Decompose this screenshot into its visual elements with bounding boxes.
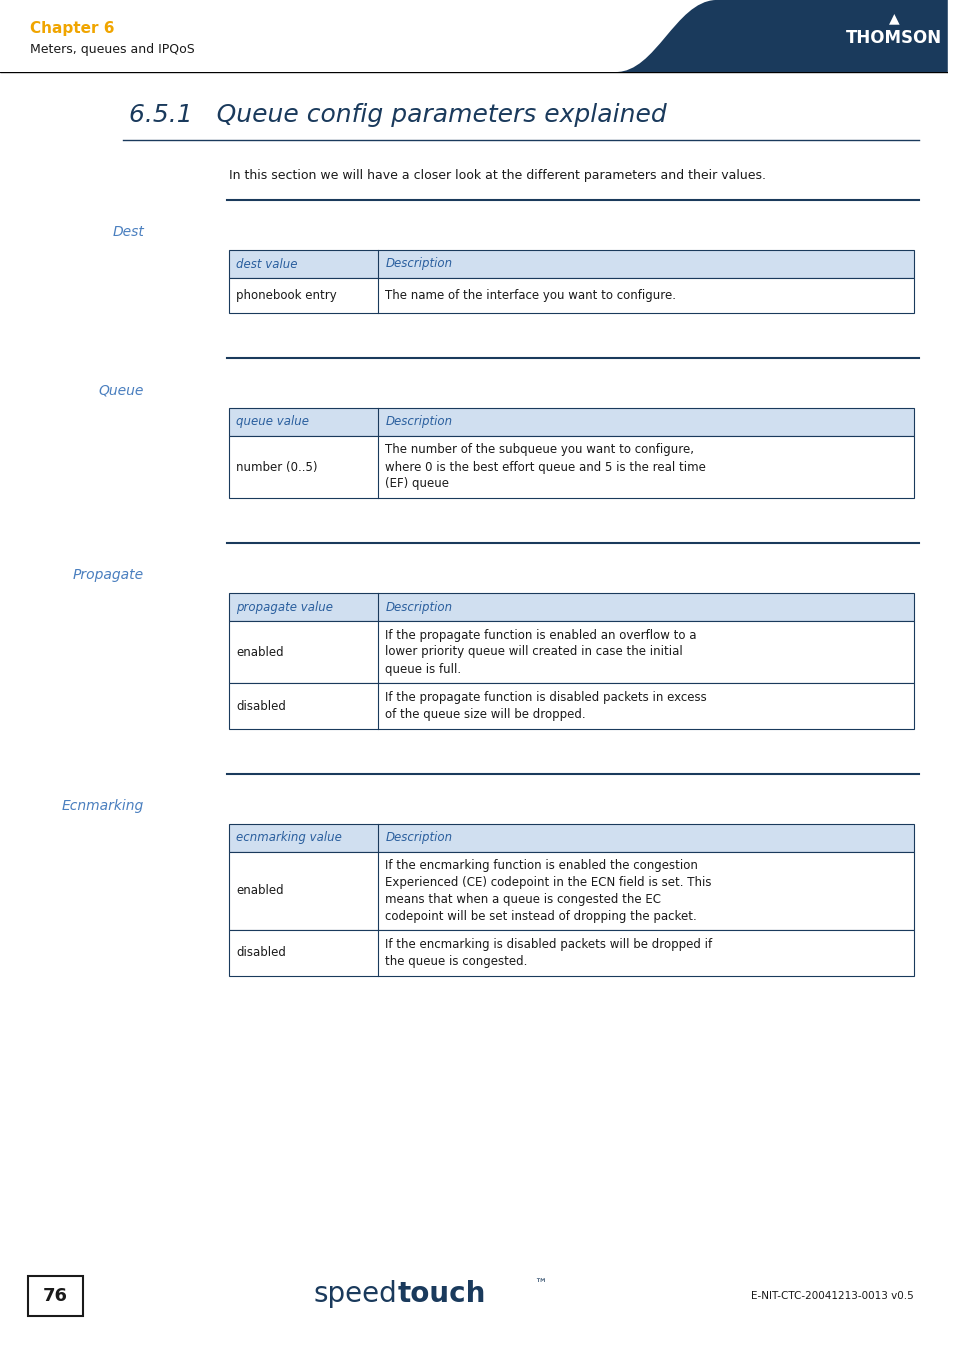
FancyBboxPatch shape <box>0 0 946 72</box>
Text: If the encmarking function is enabled the congestion
Experienced (CE) codepoint : If the encmarking function is enabled th… <box>385 859 711 923</box>
Bar <box>0 0 946 72</box>
Text: Dest: Dest <box>112 226 144 239</box>
Bar <box>229 929 913 975</box>
Bar <box>229 436 913 499</box>
Bar <box>229 593 913 621</box>
Text: queue value: queue value <box>236 416 309 428</box>
FancyBboxPatch shape <box>28 1275 83 1316</box>
Text: E-NIT-CTC-20041213-0013 v0.5: E-NIT-CTC-20041213-0013 v0.5 <box>750 1292 913 1301</box>
Text: Chapter 6: Chapter 6 <box>30 20 114 35</box>
Text: dest value: dest value <box>236 258 297 270</box>
Text: Description: Description <box>385 831 452 844</box>
Bar <box>229 408 913 436</box>
Text: Queue: Queue <box>98 382 144 397</box>
Text: speed: speed <box>314 1279 397 1308</box>
Text: enabled: enabled <box>236 646 284 658</box>
Text: If the propagate function is disabled packets in excess
of the queue size will b: If the propagate function is disabled pa… <box>385 690 706 721</box>
Text: disabled: disabled <box>236 947 286 959</box>
Text: THOMSON: THOMSON <box>845 28 942 47</box>
Text: 6.5.1   Queue config parameters explained: 6.5.1 Queue config parameters explained <box>129 103 666 127</box>
Text: In this section we will have a closer look at the different parameters and their: In this section we will have a closer lo… <box>229 169 764 181</box>
Text: ™: ™ <box>534 1278 546 1290</box>
Text: disabled: disabled <box>236 700 286 712</box>
Text: enabled: enabled <box>236 885 284 897</box>
Bar <box>229 852 913 929</box>
Text: Description: Description <box>385 416 452 428</box>
Bar <box>229 824 913 852</box>
Text: ecnmarking value: ecnmarking value <box>236 831 342 844</box>
Text: 76: 76 <box>43 1288 68 1305</box>
Text: phonebook entry: phonebook entry <box>236 289 336 303</box>
Text: Description: Description <box>385 258 452 270</box>
Text: Meters, queues and IPQoS: Meters, queues and IPQoS <box>30 43 194 57</box>
Text: touch: touch <box>397 1279 485 1308</box>
Text: propagate value: propagate value <box>236 600 334 613</box>
Text: If the propagate function is enabled an overflow to a
lower priority queue will : If the propagate function is enabled an … <box>385 628 697 676</box>
Bar <box>229 621 913 684</box>
Text: The number of the subqueue you want to configure,
where 0 is the best effort que: The number of the subqueue you want to c… <box>385 443 705 490</box>
PathPatch shape <box>566 0 946 72</box>
Text: If the encmarking is disabled packets will be dropped if
the queue is congested.: If the encmarking is disabled packets wi… <box>385 938 712 969</box>
Text: Description: Description <box>385 600 452 613</box>
Text: ▲: ▲ <box>888 11 899 26</box>
Bar <box>229 278 913 313</box>
Bar <box>229 684 913 730</box>
Text: Ecnmarking: Ecnmarking <box>62 798 144 813</box>
Bar <box>229 250 913 278</box>
Text: The name of the interface you want to configure.: The name of the interface you want to co… <box>385 289 676 303</box>
Text: Propagate: Propagate <box>72 567 144 582</box>
Text: number (0..5): number (0..5) <box>236 461 317 473</box>
